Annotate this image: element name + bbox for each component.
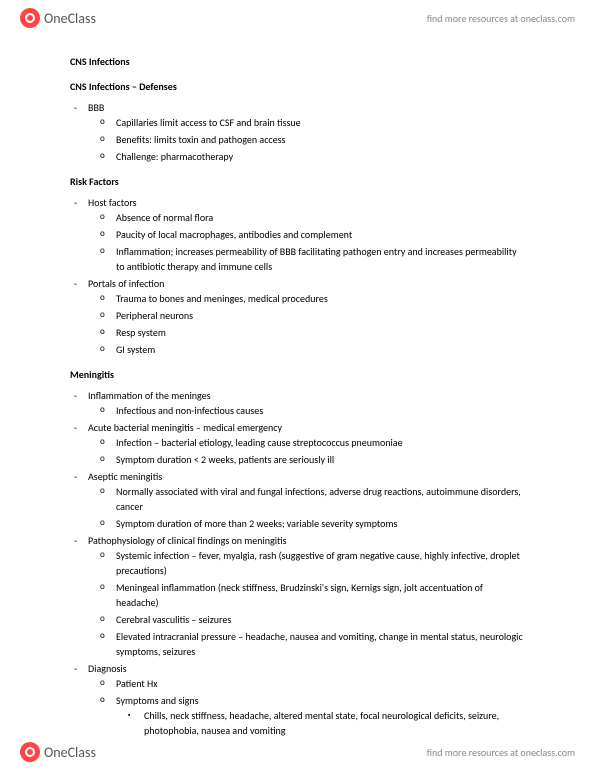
footer-tagline[interactable]: find more resources at oneclass.com (427, 746, 575, 759)
list-item-text: Inflammation of the meninges (88, 389, 211, 402)
list-item: Host factors Absence of normal flora Pauci… (88, 195, 525, 274)
section-heading: Meningitis (70, 367, 525, 382)
list-item: Symptom duration of more than 2 weeks; v… (116, 516, 525, 531)
list-item: Patient Hx (116, 676, 525, 691)
logo-icon (20, 8, 40, 28)
list-item-text: Patient Hx (116, 677, 158, 690)
header: OneClass find more resources at oneclass… (0, 0, 595, 36)
list-level-1: BBB Capillaries limit access to CSF and b… (70, 100, 525, 164)
footer: OneClass find more resources at oneclass… (0, 734, 595, 770)
section-heading: CNS Infections – Defenses (70, 79, 525, 94)
list-item: Meningeal inflammation (neck stiffness, … (116, 580, 525, 610)
list-level-1: Host factors Absence of normal flora Pauci… (70, 195, 525, 357)
list-item: Symptom duration < 2 weeks, patients are… (116, 452, 525, 467)
list-item-text: Aseptic meningitis (88, 470, 162, 483)
list-item-text: Infection – bacterial etiology, leading … (116, 436, 403, 449)
list-item-text: Symptom duration of more than 2 weeks; v… (116, 517, 397, 530)
list-item: Elevated intracranial pressure – headach… (116, 629, 525, 659)
list-item-text: Absence of normal flora (116, 211, 213, 224)
list-item-text: Capillaries limit access to CSF and brai… (116, 116, 301, 129)
list-item-text: Symptoms and signs (116, 694, 199, 707)
list-item-text: Diagnosis (88, 662, 127, 675)
list-level-2: Capillaries limit access to CSF and brai… (88, 115, 525, 164)
list-item-text: Symptom duration < 2 weeks, patients are… (116, 453, 334, 466)
header-tagline[interactable]: find more resources at oneclass.com (427, 12, 575, 25)
document-body: CNS Infections CNS Infections – Defenses… (0, 36, 595, 782)
list-item-text: Cerebral vasculitis – seizures (116, 613, 231, 626)
list-item-text: Portals of infection (88, 277, 164, 290)
list-item: GI system (116, 342, 525, 357)
list-level-2: Systemic infection – fever, myalgia, ras… (88, 548, 525, 659)
list-item: Trauma to bones and meninges, medical pr… (116, 291, 525, 306)
list-item-text: BBB (88, 101, 104, 114)
list-level-2: Normally associated with viral and funga… (88, 484, 525, 531)
list-item-text: Host factors (88, 196, 137, 209)
list-item: BBB Capillaries limit access to CSF and b… (88, 100, 525, 164)
list-item: Infectious and non-infectious causes (116, 403, 525, 418)
list-item-text: Systemic infection – fever, myalgia, ras… (116, 549, 520, 577)
list-item: Aseptic meningitis Normally associated wi… (88, 469, 525, 531)
brand-name: OneClass (44, 744, 96, 761)
brand-logo[interactable]: OneClass (20, 8, 96, 28)
list-item: Benefits: limits toxin and pathogen acce… (116, 132, 525, 147)
list-item: Normally associated with viral and funga… (116, 484, 525, 514)
brand-name: OneClass (44, 10, 96, 27)
list-level-2: Trauma to bones and meninges, medical pr… (88, 291, 525, 357)
list-item: Symptoms and signs Chills, neck stiffness… (116, 693, 525, 738)
list-level-2: Absence of normal flora Paucity of local … (88, 210, 525, 274)
list-item: Absence of normal flora (116, 210, 525, 225)
list-item: Inflammation of the meninges Infectious a… (88, 388, 525, 418)
list-level-2: Patient Hx Symptoms and signs Chills, neck… (88, 676, 525, 738)
logo-icon (20, 742, 40, 762)
list-item: Capillaries limit access to CSF and brai… (116, 115, 525, 130)
list-item-text: Meningeal inflammation (neck stiffness, … (116, 581, 483, 609)
list-item-text: GI system (116, 343, 155, 356)
list-item-text: Inflammation; increases permeability of … (116, 245, 517, 273)
list-item: Cerebral vasculitis – seizures (116, 612, 525, 627)
list-item-text: Resp system (116, 326, 166, 339)
section-heading: Risk Factors (70, 174, 525, 189)
list-level-1: Inflammation of the meninges Infectious a… (70, 388, 525, 738)
list-level-2: Infectious and non-infectious causes (88, 403, 525, 418)
list-level-2: Infection – bacterial etiology, leading … (88, 435, 525, 467)
page-title: CNS Infections (70, 54, 525, 69)
list-item-text: Acute bacterial meningitis – medical eme… (88, 421, 282, 434)
list-item-text: Chills, neck stiffness, headache, altere… (144, 709, 499, 737)
list-item: Systemic infection – fever, myalgia, ras… (116, 548, 525, 578)
list-item: Paucity of local macrophages, antibodies… (116, 227, 525, 242)
list-item-text: Infectious and non-infectious causes (116, 404, 263, 417)
list-item: Diagnosis Patient Hx Symptoms and signs Chi… (88, 661, 525, 738)
list-item: Acute bacterial meningitis – medical eme… (88, 420, 525, 467)
list-item: Inflammation; increases permeability of … (116, 244, 525, 274)
list-item-text: Challenge: pharmacotherapy (116, 150, 233, 163)
list-item-text: Elevated intracranial pressure – headach… (116, 630, 523, 658)
brand-logo-footer[interactable]: OneClass (20, 742, 96, 762)
list-item: Peripheral neurons (116, 308, 525, 323)
list-item: Resp system (116, 325, 525, 340)
list-item-text: Peripheral neurons (116, 309, 193, 322)
list-item: Challenge: pharmacotherapy (116, 149, 525, 164)
list-item-text: Normally associated with viral and funga… (116, 485, 521, 513)
list-item-text: Benefits: limits toxin and pathogen acce… (116, 133, 285, 146)
list-item-text: Trauma to bones and meninges, medical pr… (116, 292, 328, 305)
list-item: Pathophysiology of clinical findings on … (88, 533, 525, 659)
list-item-text: Paucity of local macrophages, antibodies… (116, 228, 352, 241)
list-item: Portals of infection Trauma to bones and … (88, 276, 525, 357)
list-item-text: Pathophysiology of clinical findings on … (88, 534, 287, 547)
list-item: Infection – bacterial etiology, leading … (116, 435, 525, 450)
